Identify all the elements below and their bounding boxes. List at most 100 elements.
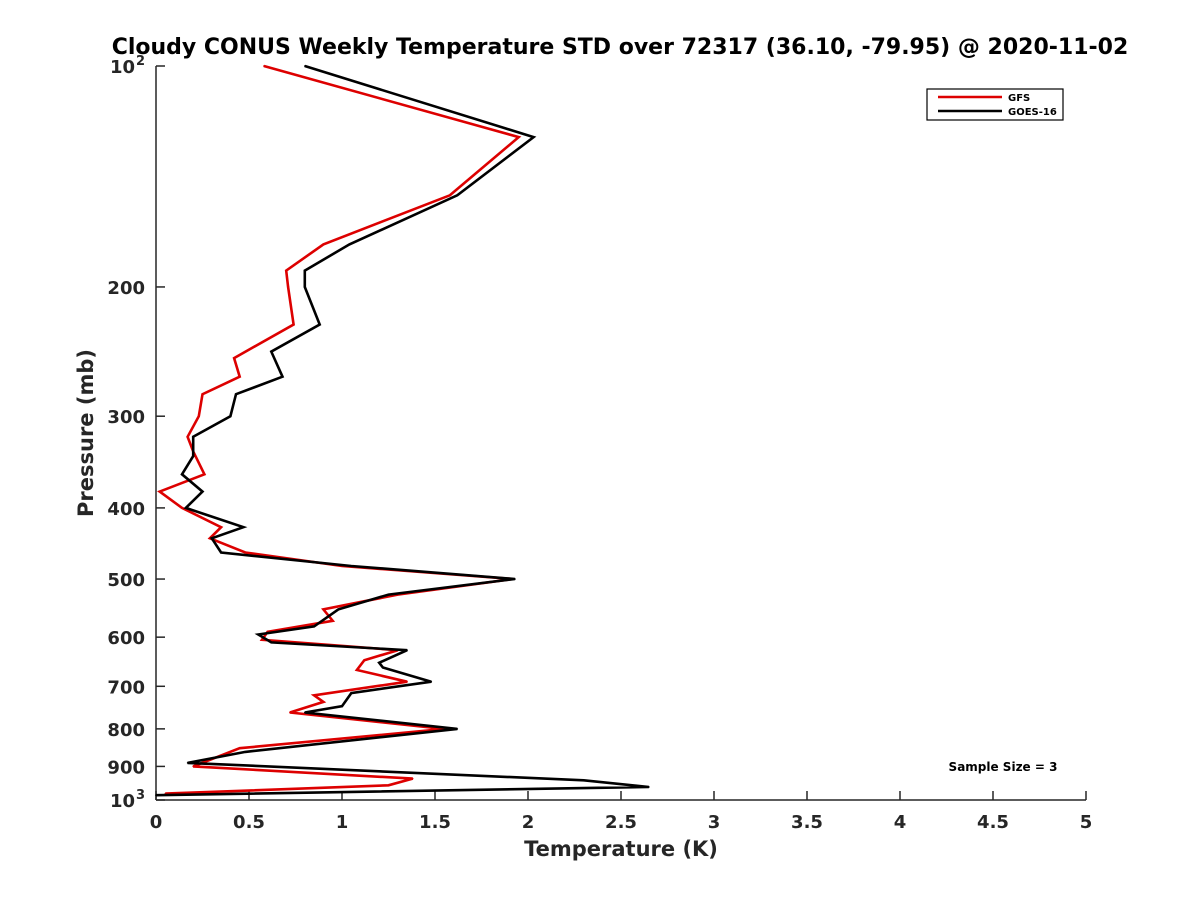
y-tick-label: 600 bbox=[107, 628, 145, 649]
series-line-goes-16 bbox=[155, 64, 650, 797]
y-axis-ticks: 102 200 300 400 500 600 700 800 900 103 bbox=[107, 54, 165, 812]
data-point-goes-16 bbox=[430, 680, 433, 683]
data-point-goes-16 bbox=[648, 786, 650, 788]
y-tick-label: 800 bbox=[107, 720, 145, 741]
data-point-gfs bbox=[203, 473, 206, 476]
data-point-goes-16 bbox=[387, 593, 390, 596]
chart-title: Cloudy CONUS Weekly Temperature STD over… bbox=[112, 35, 1129, 60]
x-tick-label: 1.5 bbox=[419, 812, 451, 833]
data-point-goes-16 bbox=[341, 705, 343, 707]
data-point-goes-16 bbox=[270, 350, 273, 353]
data-point-goes-16 bbox=[406, 649, 408, 651]
data-point-goes-16 bbox=[201, 490, 204, 493]
data-point-goes-16 bbox=[532, 136, 535, 138]
data-point-goes-16 bbox=[186, 762, 189, 764]
data-point-gfs bbox=[192, 765, 194, 768]
legend-label-gfs: GFS bbox=[1008, 93, 1030, 104]
y-tick-label: 400 bbox=[107, 499, 145, 520]
data-point-goes-16 bbox=[382, 666, 384, 669]
data-point-gfs bbox=[238, 747, 241, 749]
data-point-goes-16 bbox=[242, 526, 245, 529]
data-point-gfs bbox=[322, 243, 325, 246]
x-tick-label: 3 bbox=[708, 812, 721, 833]
x-tick-label: 0 bbox=[150, 812, 163, 833]
data-point-gfs bbox=[313, 694, 315, 697]
data-point-goes-16 bbox=[220, 551, 222, 554]
x-tick-label: 2 bbox=[522, 812, 535, 833]
data-point-gfs bbox=[244, 551, 247, 554]
x-tick-label: 3.5 bbox=[791, 812, 823, 833]
data-point-goes-16 bbox=[313, 625, 315, 628]
data-point-gfs bbox=[233, 357, 235, 359]
data-point-gfs bbox=[261, 639, 263, 641]
data-point-goes-16 bbox=[304, 65, 306, 67]
data-point-goes-16 bbox=[348, 243, 351, 246]
x-tick-label: 0.5 bbox=[233, 812, 265, 833]
data-point-gfs bbox=[387, 784, 390, 787]
data-point-goes-16 bbox=[350, 692, 353, 694]
plot-area bbox=[155, 66, 1086, 801]
y-axis-label: Pressure (mb) bbox=[74, 349, 98, 517]
x-axis-label: Temperature (K) bbox=[524, 837, 718, 861]
data-point-gfs bbox=[201, 393, 204, 396]
data-point-goes-16 bbox=[456, 728, 459, 730]
data-point-gfs bbox=[331, 620, 334, 622]
x-tick-label: 5 bbox=[1080, 812, 1093, 833]
data-point-goes-16 bbox=[184, 507, 187, 509]
x-tick-label: 4 bbox=[894, 812, 907, 833]
legend-label-goes-16: GOES-16 bbox=[1008, 107, 1057, 118]
x-axis-ticks: 0 0.5 1 1.5 2 2.5 3 3.5 4 4.5 5 bbox=[150, 791, 1093, 833]
data-point-gfs bbox=[181, 507, 183, 509]
data-point-goes-16 bbox=[583, 779, 585, 782]
data-point-goes-16 bbox=[281, 375, 284, 378]
y-tick-label: 700 bbox=[107, 677, 145, 698]
y-tick-label: 300 bbox=[107, 407, 145, 428]
data-point-goes-16 bbox=[211, 537, 213, 540]
data-point-gfs bbox=[263, 65, 265, 67]
data-point-goes-16 bbox=[192, 435, 194, 438]
data-point-goes-16 bbox=[350, 565, 353, 567]
y-tick-label: 500 bbox=[107, 570, 145, 591]
data-point-gfs bbox=[449, 194, 451, 197]
data-point-gfs bbox=[220, 526, 222, 529]
data-point-goes-16 bbox=[318, 323, 321, 326]
data-point-gfs bbox=[363, 659, 366, 662]
sample-size-annotation: Sample Size = 3 bbox=[949, 760, 1058, 774]
data-point-goes-16 bbox=[514, 578, 516, 580]
data-point-gfs bbox=[287, 286, 289, 288]
data-point-goes-16 bbox=[235, 393, 237, 396]
data-point-gfs bbox=[356, 669, 358, 671]
data-point-goes-16 bbox=[304, 711, 306, 714]
series-line-gfs bbox=[157, 64, 522, 795]
legend: GFS GOES-16 bbox=[926, 88, 1064, 121]
data-point-goes-16 bbox=[456, 194, 459, 197]
data-point-gfs bbox=[197, 415, 200, 418]
x-tick-label: 4.5 bbox=[977, 812, 1009, 833]
data-point-goes-16 bbox=[244, 751, 247, 753]
data-point-gfs bbox=[289, 711, 291, 714]
series-layer bbox=[155, 64, 650, 797]
data-point-gfs bbox=[186, 435, 189, 438]
data-point-goes-16 bbox=[270, 641, 273, 644]
data-point-gfs bbox=[238, 375, 241, 378]
data-point-goes-16 bbox=[337, 608, 340, 611]
y-tick-label: 102 bbox=[110, 54, 145, 78]
y-tick-label: 200 bbox=[107, 278, 145, 299]
x-tick-label: 2.5 bbox=[605, 812, 637, 833]
y-tick-label: 900 bbox=[107, 757, 145, 778]
data-point-goes-16 bbox=[155, 794, 157, 796]
data-point-gfs bbox=[411, 777, 414, 780]
data-point-goes-16 bbox=[304, 269, 306, 272]
y-tick-label: 103 bbox=[110, 788, 145, 812]
data-point-goes-16 bbox=[378, 661, 381, 664]
x-tick-label: 1 bbox=[336, 812, 349, 833]
data-point-gfs bbox=[285, 269, 288, 272]
data-point-gfs bbox=[292, 323, 295, 326]
data-point-goes-16 bbox=[192, 455, 194, 457]
data-point-goes-16 bbox=[304, 286, 306, 288]
data-point-gfs bbox=[517, 136, 520, 138]
legend-box bbox=[926, 88, 1064, 121]
data-point-gfs bbox=[322, 701, 325, 703]
data-point-gfs bbox=[322, 608, 325, 611]
